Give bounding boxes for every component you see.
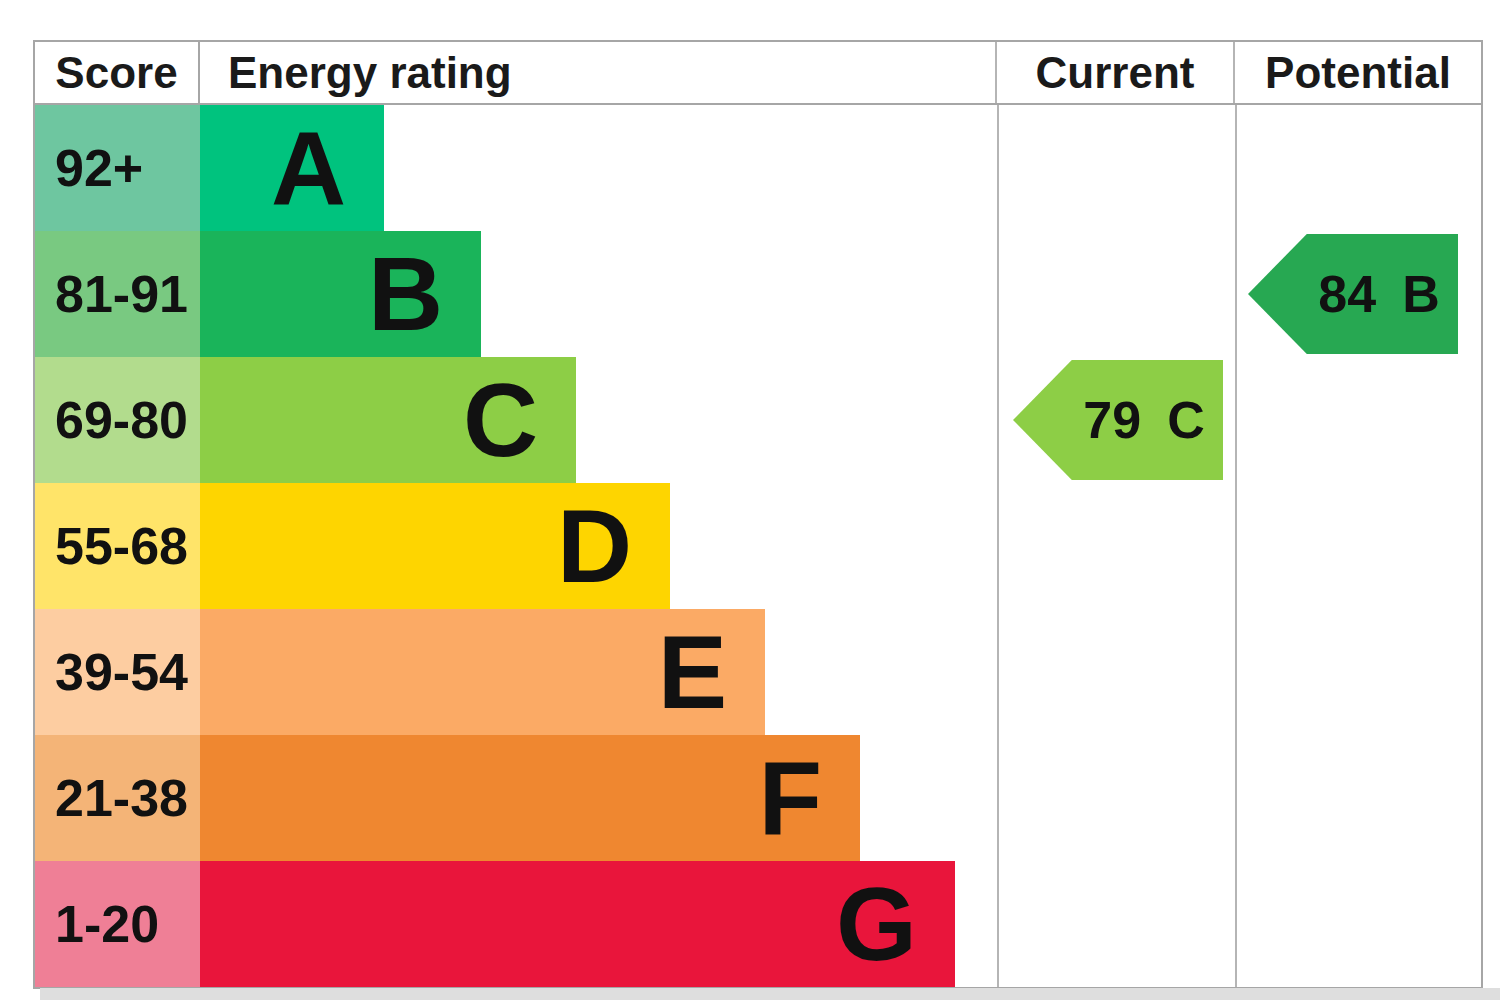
bottom-edge-strip (40, 988, 1500, 1000)
rating-letter: D (557, 494, 632, 598)
current-rating-letter: C (1167, 394, 1205, 446)
potential-rating-letter: B (1402, 268, 1440, 320)
header-row: Score Energy rating Current Potential (35, 42, 1481, 105)
rating-letter: B (368, 242, 443, 346)
band-row: 39-54 E (35, 609, 1481, 735)
rating-bar: G (200, 861, 955, 987)
rating-letter: E (658, 620, 727, 724)
rating-bar: E (200, 609, 765, 735)
header-energy-rating-label: Energy rating (200, 42, 997, 103)
potential-column-divider (1235, 105, 1237, 987)
band-row: 55-68 D (35, 483, 1481, 609)
rating-bar: C (200, 357, 576, 483)
rating-bands-area: 92+ A 81-91 B 69-80 C 55-68 D 39-54 E 21… (35, 105, 1481, 987)
epc-chart-page: Score Energy rating Current Potential 92… (0, 0, 1500, 1000)
rating-letter: A (271, 116, 346, 220)
header-potential-label: Potential (1235, 42, 1481, 103)
score-range-label: 81-91 (35, 231, 200, 357)
rating-bar: A (200, 105, 384, 231)
rating-letter: C (463, 368, 538, 472)
score-range-label: 69-80 (35, 357, 200, 483)
potential-rating-value: 84 (1318, 268, 1376, 320)
band-row: 1-20 G (35, 861, 1481, 987)
rating-bar: D (200, 483, 670, 609)
current-rating-value: 79 (1083, 394, 1141, 446)
score-range-label: 55-68 (35, 483, 200, 609)
score-range-label: 21-38 (35, 735, 200, 861)
score-range-label: 1-20 (35, 861, 200, 987)
header-score-label: Score (35, 42, 200, 103)
epc-chart: Score Energy rating Current Potential 92… (33, 40, 1483, 989)
rating-letter: F (758, 746, 822, 850)
band-row: 92+ A (35, 105, 1481, 231)
score-range-label: 39-54 (35, 609, 200, 735)
rating-letter: G (836, 872, 917, 976)
score-range-label: 92+ (35, 105, 200, 231)
band-row: 69-80 C (35, 357, 1481, 483)
rating-bar: F (200, 735, 860, 861)
rating-bar: B (200, 231, 481, 357)
header-current-label: Current (997, 42, 1235, 103)
current-column-divider (997, 105, 999, 987)
band-row: 21-38 F (35, 735, 1481, 861)
